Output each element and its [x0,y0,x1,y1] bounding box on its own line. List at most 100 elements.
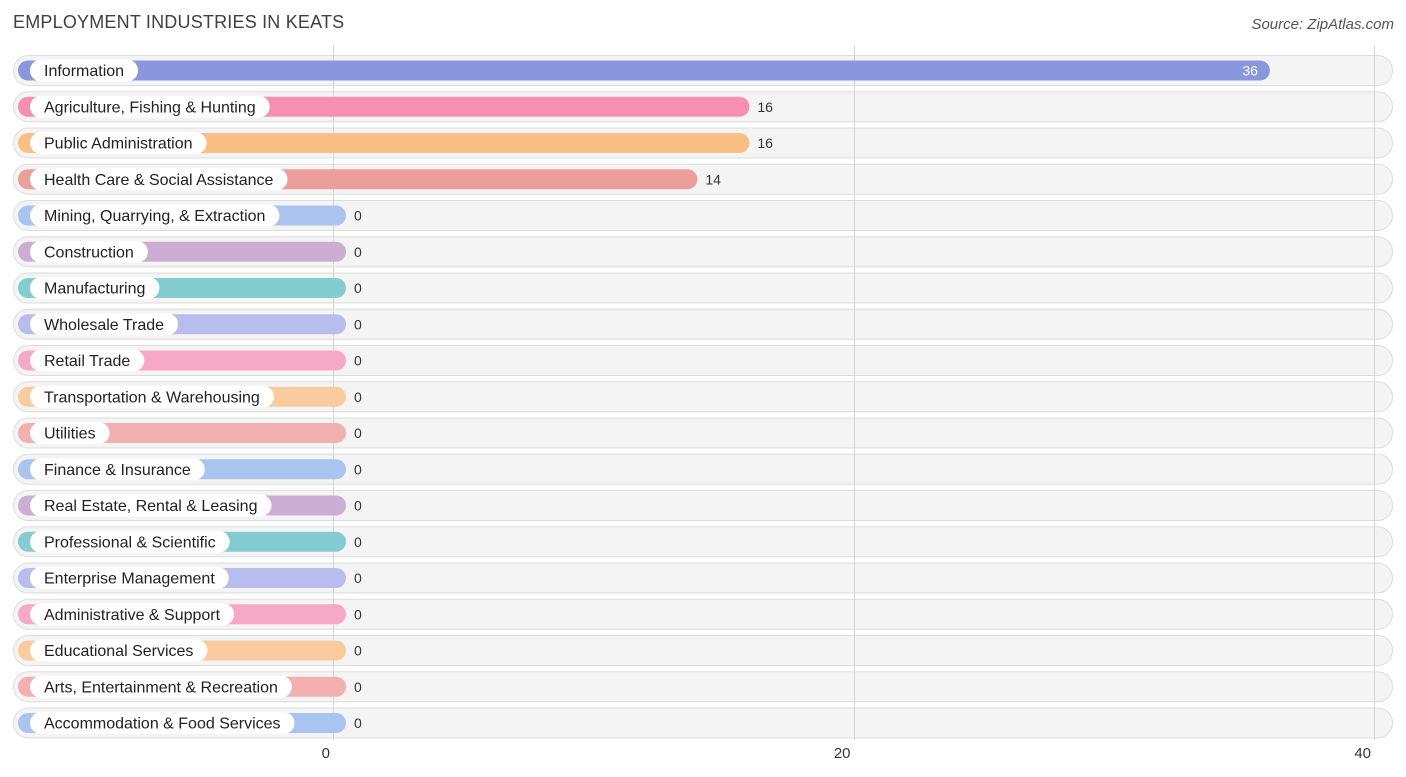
bar-row: Utilities 0 [18,422,362,444]
tick-label: 20 [834,745,851,762]
row-background [13,635,1393,666]
bar-label: Public Administration [44,136,193,153]
bar-row: Agriculture, Fishing & Hunting 16 [18,95,773,118]
bar-value: 0 [354,570,362,586]
bar-row: Enterprise Management 0 [18,567,362,589]
bar-value: 0 [354,715,362,731]
bar-value: 0 [354,425,362,441]
bar-label: Information [44,63,124,80]
bar-label: Wholesale Trade [44,317,164,334]
bar-label: Educational Services [44,643,193,660]
bar-row: Public Administration 16 [18,132,773,154]
x-axis-ticks: 0 20 40 [322,745,1371,762]
bar-label-pill [30,385,274,408]
bar-row: Transportation & Warehousing 0 [18,385,362,408]
bar-label-pill [30,313,179,336]
bar-label: Transportation & Warehousing [44,389,260,406]
source-label: Source: ZipAtlas.com [1251,16,1394,33]
row-background [13,236,1393,268]
bar-label: Utilities [44,426,96,443]
bar-value: 0 [354,498,362,514]
bar-label-pill [30,675,292,698]
row-background [13,453,1393,485]
bar-value: 0 [354,389,362,405]
bar-label-pill [30,277,160,299]
bar-label: Manufacturing [44,281,145,298]
bar-label-pill [30,458,205,481]
bar-row: Educational Services 0 [18,639,362,662]
bar-value: 0 [354,461,362,477]
bar-value: 0 [354,679,362,695]
bar-row: Professional & Scientific 0 [18,530,362,553]
row-background [13,272,1393,304]
bar-label-pill [30,240,148,263]
bar-value: 14 [705,171,721,187]
bar-row: Information 36 [18,59,1270,82]
bar-value: 0 [354,643,362,659]
bar-label-pill [30,95,270,118]
row-background [13,526,1393,558]
row-background [13,345,1393,376]
bar-label-pill [30,349,145,372]
bar-value: 16 [757,135,773,151]
bar-value: 16 [757,99,773,115]
bar-row: Accommodation & Food Services 0 [18,712,362,734]
bar-label-pill [30,712,295,734]
bar-label: Agriculture, Fishing & Hunting [44,99,256,116]
bar-value: 0 [354,606,362,622]
bar-label-pill [30,204,280,227]
bars: Information 36 Agriculture, Fishing & Hunt… [18,59,1270,734]
chart-title: EMPLOYMENT INDUSTRIES IN KEATS [13,12,345,32]
row-background [13,598,1393,630]
row-background [13,200,1393,231]
bar-label-pill [30,422,110,444]
row-background [13,707,1393,739]
bar-label: Health Care & Social Assistance [44,172,274,189]
bar-label: Accommodation & Food Services [44,716,281,733]
bar-row: Mining, Quarrying, & Extraction 0 [18,204,362,227]
bar-label-pill [30,59,139,82]
bar-label-pill [30,168,288,191]
bar-value: 0 [354,208,362,224]
bar-value: 0 [354,280,362,296]
bar-label-pill [30,567,229,589]
bar-row: Arts, Entertainment & Recreation 0 [18,675,362,698]
bar-label-pill [30,639,208,662]
bar-label: Enterprise Management [44,571,215,588]
bar-label-pill [30,603,235,626]
tick-label: 0 [322,745,330,762]
bar [18,60,1270,81]
bar-row: Real Estate, Rental & Leasing 0 [18,494,362,517]
bar-value: 0 [354,316,362,332]
bar-label: Administrative & Support [44,607,221,624]
bar-label: Finance & Insurance [44,462,191,479]
bar-label: Construction [44,244,134,261]
bar-label: Retail Trade [44,353,130,370]
row-background [13,490,1393,521]
bar-label-pill [30,530,230,553]
bar-value: 0 [354,244,362,260]
bar-row: Construction 0 [18,240,362,263]
row-background [13,308,1393,340]
bar-label: Mining, Quarrying, & Extraction [44,208,265,225]
bar-row: Wholesale Trade 0 [18,313,362,336]
tick-label: 40 [1354,745,1371,762]
bar-row: Manufacturing 0 [18,277,362,299]
row-background [13,417,1393,449]
bar-label: Arts, Entertainment & Recreation [44,679,278,696]
bar-row: Administrative & Support 0 [18,603,362,626]
row-background [13,381,1393,413]
row-background [13,562,1393,594]
bar-label-pill [30,132,207,154]
bar-value: 0 [354,534,362,550]
bar-label-pill [30,494,272,517]
bar-value: 0 [354,353,362,369]
bar-row: Retail Trade 0 [18,349,362,372]
bar-value: 36 [1242,63,1258,79]
bar-label: Professional & Scientific [44,534,216,551]
bar-label: Real Estate, Rental & Leasing [44,498,257,515]
bar-row: Finance & Insurance 0 [18,458,362,481]
row-background [13,671,1393,703]
bar-row: Health Care & Social Assistance 14 [18,168,721,191]
